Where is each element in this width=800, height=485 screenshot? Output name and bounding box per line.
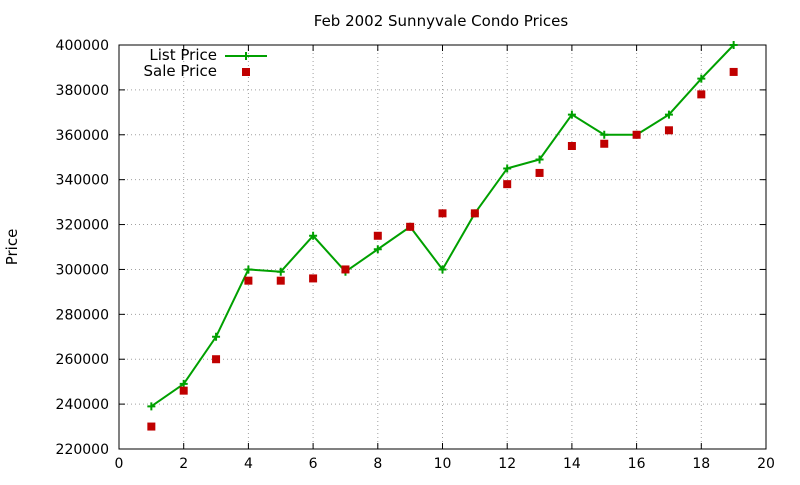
legend-label-sale-price: Sale Price: [144, 62, 217, 80]
sale-price-point: [341, 265, 350, 274]
list-price-point: [503, 164, 512, 173]
list-price-point: [664, 110, 673, 119]
chart-title: Feb 2002 Sunnyvale Condo Prices: [314, 12, 569, 30]
sale-price-point: [470, 209, 479, 218]
x-tick-label: 18: [692, 456, 710, 472]
sale-price-point: [244, 276, 253, 285]
grid: [119, 45, 766, 449]
x-tick-label: 12: [498, 456, 516, 472]
legend-marker-list-price: [242, 52, 250, 60]
sale-price-point: [212, 355, 221, 364]
sale-price-point: [179, 386, 188, 395]
list-price-point: [567, 110, 576, 119]
legend: List Price Sale Price: [144, 46, 267, 80]
sale-price-point: [276, 276, 285, 285]
list-price-point: [438, 265, 447, 274]
y-tick-labels: 220000 240000 260000 280000 300000 320000 3400…: [56, 38, 109, 458]
sale-price-point: [373, 231, 382, 240]
x-tick-label: 0: [115, 456, 124, 472]
list-price-point: [147, 402, 156, 411]
legend-marks: [225, 52, 267, 76]
sale-price-point: [632, 130, 641, 139]
y-tick-label: 260000: [56, 352, 109, 368]
sale-price-point: [697, 90, 706, 99]
list-price-point: [212, 332, 221, 341]
list-price-point: [535, 155, 544, 164]
list-price-point: [244, 265, 253, 274]
y-tick-label: 380000: [56, 83, 109, 99]
series-layer: [147, 41, 738, 431]
legend-marker-sale-price: [242, 68, 250, 76]
list-price-point: [276, 267, 285, 276]
x-tick-label: 4: [244, 456, 253, 472]
sale-price-point: [406, 222, 415, 231]
x-tick-labels: 0 2 4 6 8 10 12 14 16 18 20: [115, 456, 775, 472]
x-tick-label: 14: [563, 456, 581, 472]
y-tick-label: 300000: [56, 262, 109, 278]
x-tick-label: 8: [373, 456, 382, 472]
sale-price-point: [503, 180, 512, 189]
x-tick-label: 10: [434, 456, 452, 472]
x-tick-label: 6: [309, 456, 318, 472]
sale-price-point: [535, 168, 544, 177]
list-price-point: [309, 231, 318, 240]
y-tick-label: 340000: [56, 173, 109, 189]
y-axis-label: Price: [3, 229, 21, 266]
sale-price-point: [600, 139, 609, 148]
list-price-point: [179, 379, 188, 388]
legend-label-list-price: List Price: [149, 46, 217, 64]
x-tick-label: 20: [757, 456, 775, 472]
x-tick-label: 2: [179, 456, 188, 472]
y-tick-label: 240000: [56, 397, 109, 413]
sale-price-point: [147, 422, 156, 431]
x-tick-label: 16: [628, 456, 646, 472]
y-tick-label: 220000: [56, 442, 109, 458]
y-tick-label: 320000: [56, 218, 109, 234]
sale-price-point: [729, 67, 738, 76]
y-tick-label: 360000: [56, 128, 109, 144]
list-price-point: [373, 245, 382, 254]
list-price-point: [697, 74, 706, 83]
y-tick-label: 280000: [56, 307, 109, 323]
y-tick-label: 400000: [56, 38, 109, 54]
list-price-point: [600, 130, 609, 139]
sale-price-point: [309, 274, 318, 283]
sale-price-point: [438, 209, 447, 218]
sale-price-point: [567, 142, 576, 150]
list-price-point: [729, 41, 738, 49]
plot-frame: [118, 44, 767, 450]
sale-price-point: [664, 126, 673, 135]
